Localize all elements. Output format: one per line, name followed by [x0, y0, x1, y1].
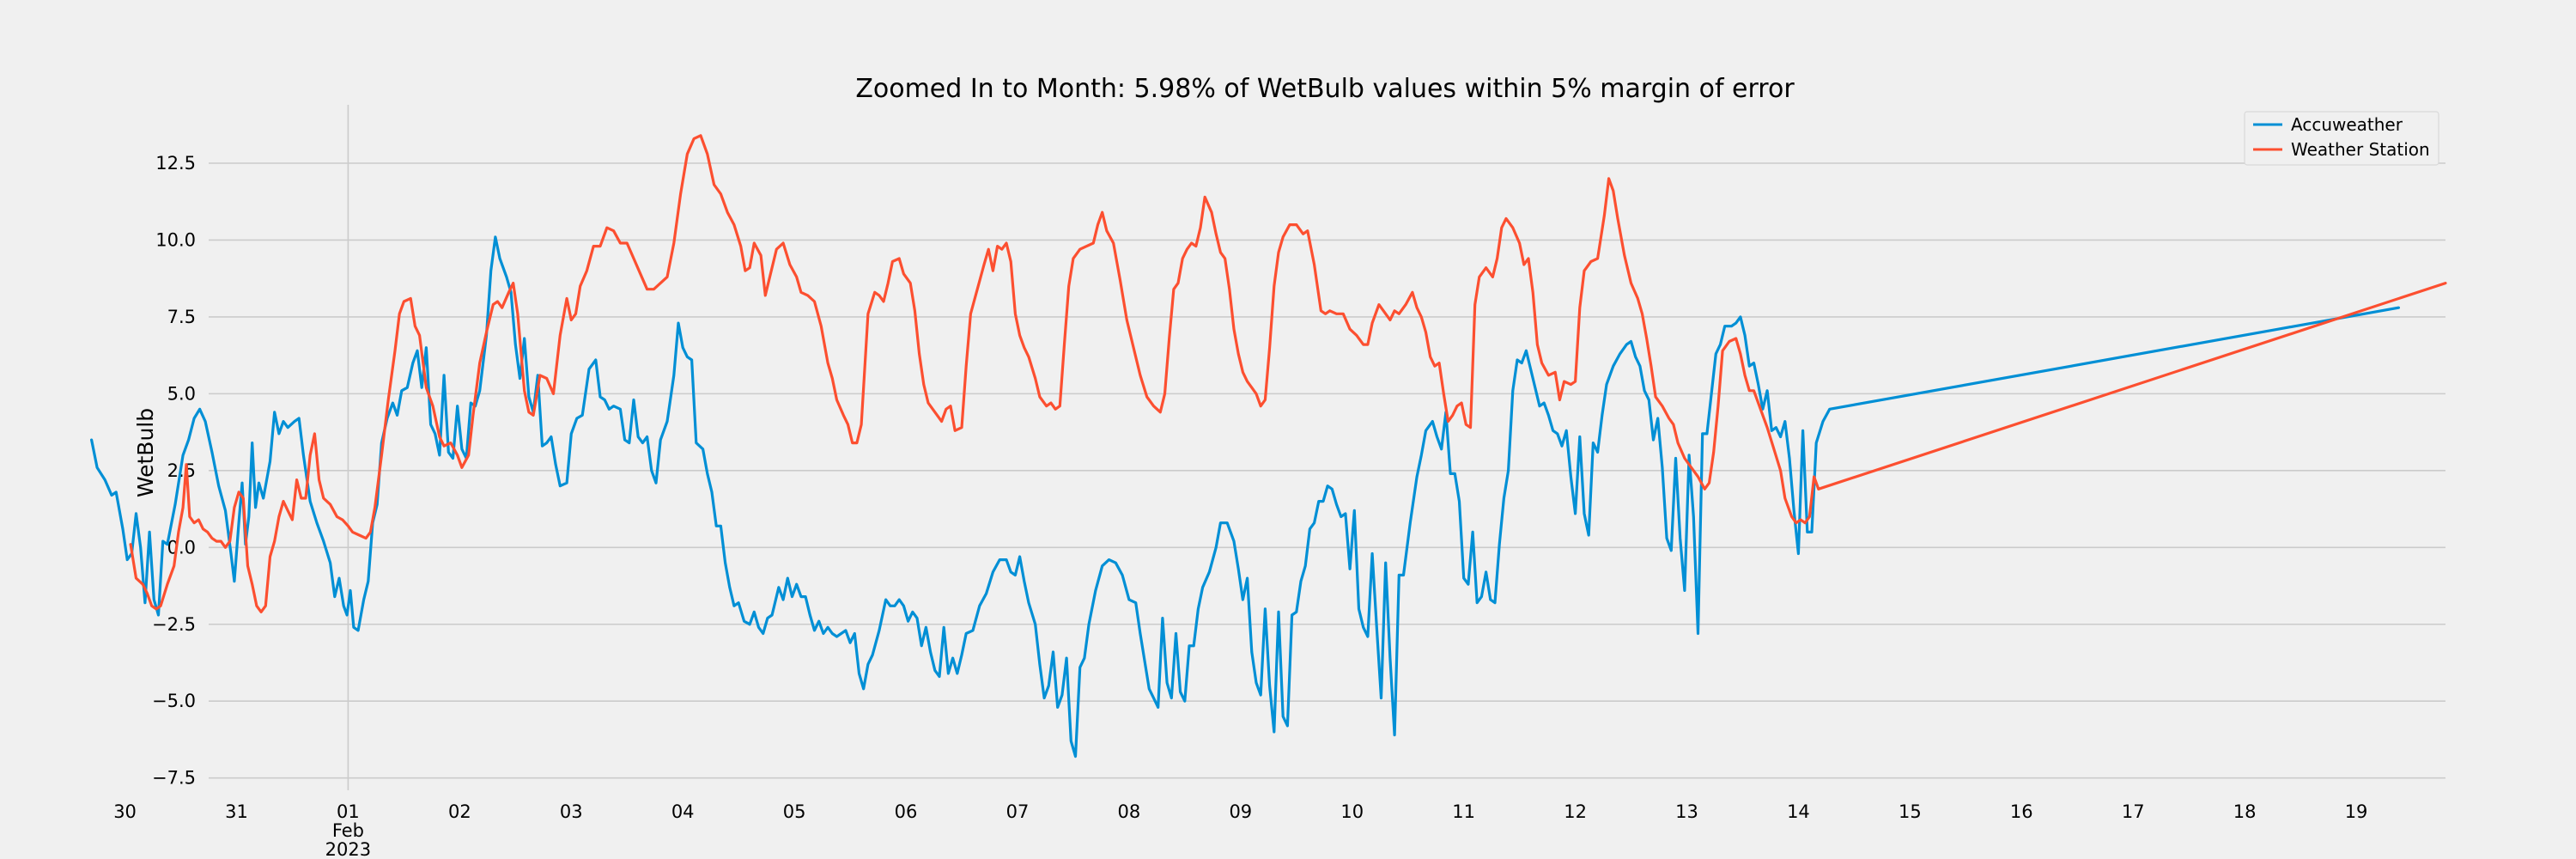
x-tick-label: 06 — [895, 801, 918, 822]
y-tick-label: 5.0 — [167, 383, 196, 404]
y-tick-label: −5.0 — [152, 691, 196, 711]
chart-title: Zoomed In to Month: 5.98% of WetBulb val… — [855, 74, 1795, 104]
grid — [209, 105, 2445, 790]
y-axis-label: WetBulb — [133, 408, 158, 497]
y-tick-label: 10.0 — [155, 229, 196, 250]
series-line-accuweather — [89, 235, 2400, 758]
x-tick-label: 03 — [560, 801, 583, 822]
x-tick-label-month: Feb — [332, 820, 364, 841]
x-tick-label: 11 — [1452, 801, 1475, 822]
y-tick-label: 0.0 — [167, 537, 196, 557]
x-tick-label: 14 — [1787, 801, 1810, 822]
x-tick-label: 18 — [2233, 801, 2257, 822]
y-tick-label: −7.5 — [152, 768, 196, 789]
series-line-weather-station — [129, 134, 2447, 614]
y-tick-label: −2.5 — [152, 614, 196, 635]
x-tick-label: 04 — [671, 801, 695, 822]
x-tick-label: 08 — [1118, 801, 1141, 822]
x-tick-label: 02 — [448, 801, 471, 822]
legend: Accuweather Weather Station — [2244, 111, 2439, 166]
x-tick-label: 16 — [2010, 801, 2033, 822]
x-tick-label-year: 2023 — [325, 839, 371, 859]
y-tick-label: 7.5 — [167, 307, 196, 327]
x-tick-label: 19 — [2345, 801, 2368, 822]
x-tick-label: 10 — [1340, 801, 1364, 822]
x-tick-label: 07 — [1006, 801, 1030, 822]
legend-label-weather-station: Weather Station — [2291, 139, 2430, 160]
x-tick-label: 30 — [113, 801, 137, 822]
series-lines — [89, 134, 2447, 758]
legend-box — [2244, 111, 2439, 166]
x-tick-label: 31 — [225, 801, 248, 822]
legend-label-accuweather: Accuweather — [2291, 114, 2403, 135]
x-tick-label: 09 — [1229, 801, 1252, 822]
y-tick-label: 12.5 — [155, 153, 196, 174]
x-tick-label: 01 — [337, 801, 360, 822]
x-tick-label: 15 — [1899, 801, 1922, 822]
x-tick-label: 17 — [2122, 801, 2145, 822]
tick-labels: −7.5−5.0−2.50.02.55.07.510.012.530 31 01Fe… — [113, 153, 2367, 859]
x-tick-label: 05 — [783, 801, 806, 822]
x-tick-label: 12 — [1564, 801, 1587, 822]
x-tick-label: 13 — [1675, 801, 1698, 822]
